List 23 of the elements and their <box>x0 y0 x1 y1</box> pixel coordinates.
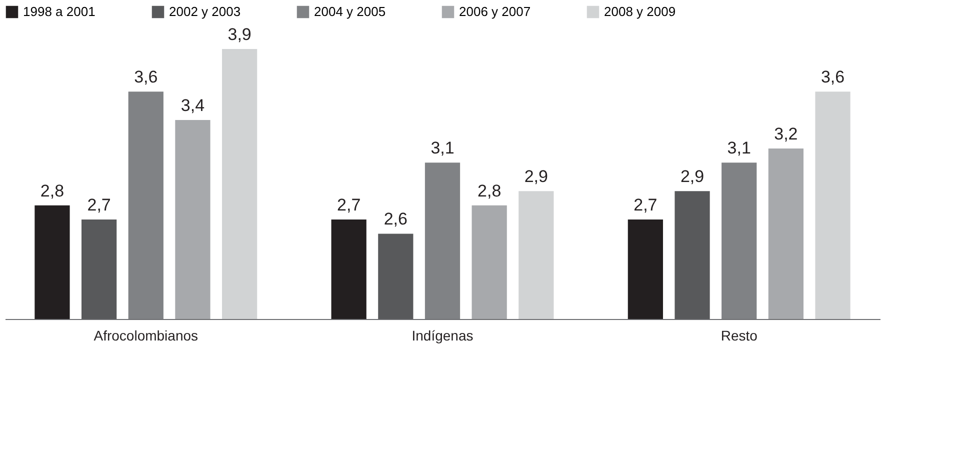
data-label: 3,1 <box>727 138 751 158</box>
x-tick-label: Indígenas <box>412 328 474 344</box>
x-tick-label: Resto <box>720 328 758 344</box>
legend-label: 2004 y 2005 <box>314 4 386 19</box>
legend-label: 2002 y 2003 <box>169 4 241 19</box>
x-tick-label: Afrocolombianos <box>94 328 198 344</box>
data-label: 2,9 <box>680 167 704 186</box>
data-label: 2,9 <box>524 167 548 186</box>
data-label: 3,9 <box>228 25 252 44</box>
legend-label: 1998 a 2001 <box>23 4 96 19</box>
data-label: 3,2 <box>774 124 798 144</box>
data-label: 3,6 <box>134 68 158 87</box>
data-label: 2,7 <box>634 196 658 215</box>
legend-label: 2008 y 2009 <box>604 4 676 19</box>
data-label: 3,1 <box>430 138 454 158</box>
legend-label: 2006 y 2007 <box>459 4 531 19</box>
data-label: 3,4 <box>180 96 205 116</box>
data-label: 2,7 <box>337 196 361 215</box>
data-label: 2,8 <box>478 181 502 200</box>
data-label: 3,6 <box>820 68 845 87</box>
data-label: 2,6 <box>384 210 408 229</box>
data-label: 2,7 <box>87 196 111 215</box>
data-label: 2,8 <box>40 181 64 200</box>
